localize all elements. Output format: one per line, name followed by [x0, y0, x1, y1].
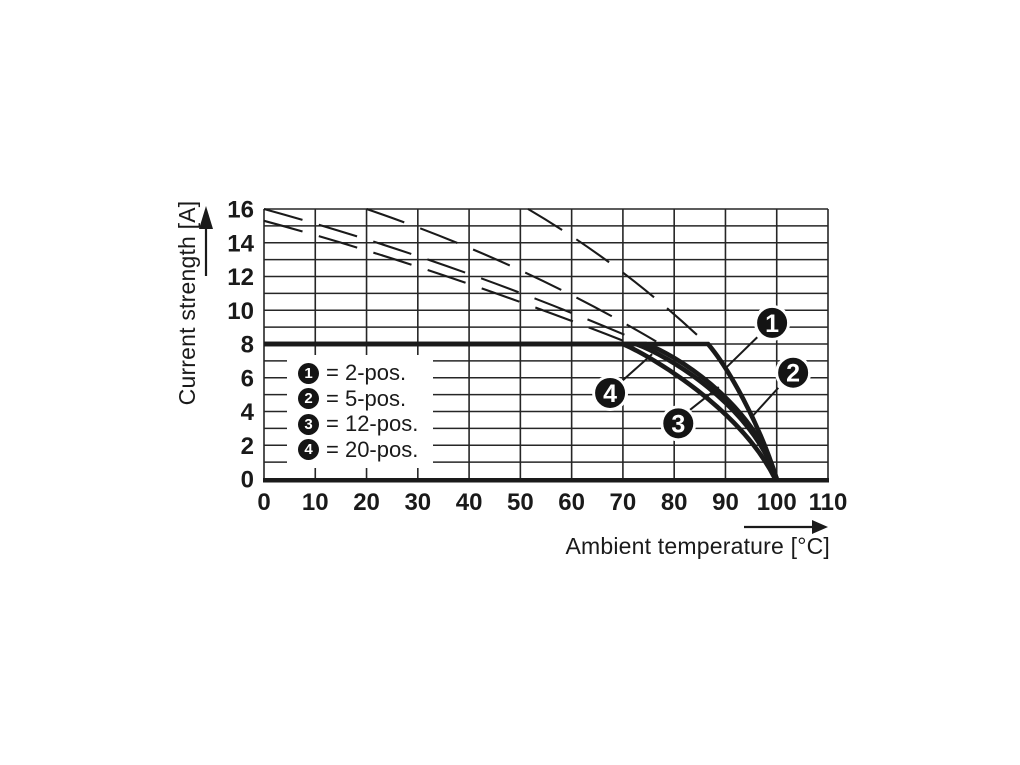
- y-tick-label: 6: [241, 365, 254, 392]
- legend-item-label: = 12-pos.: [326, 411, 419, 437]
- y-tick-label: 4: [241, 399, 255, 426]
- y-tick-label: 10: [227, 298, 254, 325]
- x-tick-label: 20: [353, 489, 380, 516]
- y-tick-label: 8: [241, 332, 254, 359]
- up-arrow-head-icon: [199, 206, 213, 229]
- callout-circle-2: [775, 354, 812, 391]
- x-axis-title: Ambient temperature [°C]: [565, 533, 830, 559]
- legend-item-label: = 5-pos.: [326, 385, 407, 411]
- series-curve-20-pos.: [264, 341, 778, 481]
- legend-item: 2 = 5-pos.: [298, 385, 433, 411]
- dashed-guide-5-pos.: [366, 208, 657, 343]
- legend-item-label: = 20-pos.: [326, 436, 419, 462]
- callout-label-2: 2: [786, 360, 800, 388]
- callout-circle-4: [592, 374, 629, 411]
- callout-circle-3: [660, 405, 697, 442]
- y-tick-label: 16: [227, 197, 254, 224]
- callout-label-1: 1: [765, 310, 779, 338]
- legend-item: 4 = 20-pos.: [298, 436, 433, 462]
- callout-leader-2: [749, 387, 780, 419]
- x-tick-label: 100: [757, 489, 797, 516]
- dashed-guide-12-pos.: [263, 207, 639, 342]
- dashed-guide-2-pos.: [527, 208, 706, 344]
- y-tick-label: 2: [241, 433, 254, 460]
- y-axis-title: Current strength [A]: [174, 200, 200, 406]
- x-tick-label: 80: [661, 489, 688, 516]
- right-arrow-head-icon: [812, 520, 828, 534]
- x-tick-label: 60: [558, 489, 585, 516]
- legend-marker-circle-3: 3: [298, 413, 319, 435]
- callout-label-3: 3: [671, 410, 685, 438]
- callout-label-4: 4: [603, 380, 617, 408]
- callout-circle-1: [754, 304, 791, 341]
- x-tick-label: 90: [712, 489, 739, 516]
- legend-marker-circle-2: 2: [298, 388, 319, 410]
- dashed-guide-20-pos.: [263, 219, 624, 342]
- y-tick-label: 12: [227, 264, 254, 291]
- x-tick-label: 0: [257, 489, 270, 516]
- y-tick-label: 14: [227, 230, 254, 257]
- legend-item-label: = 2-pos.: [326, 360, 407, 386]
- callout-leader-4: [621, 353, 653, 382]
- legend-marker-circle-1: 1: [298, 362, 319, 384]
- x-tick-label: 40: [456, 489, 483, 516]
- legend: 1 = 2-pos. 2 = 5-pos. 3 = 12-pos. 4 = 20…: [287, 355, 433, 468]
- y-tick-label: 0: [241, 467, 254, 494]
- series-curve-12-pos.: [264, 341, 779, 480]
- x-tick-label: 10: [302, 489, 329, 516]
- x-tick-label: 50: [507, 489, 534, 516]
- x-tick-label: 30: [404, 489, 431, 516]
- x-tick-label: 110: [809, 489, 848, 516]
- legend-marker-circle-4: 4: [298, 439, 319, 461]
- legend-item: 1 = 2-pos.: [298, 362, 433, 384]
- legend-item: 3 = 12-pos.: [298, 413, 433, 435]
- callout-leader-1: [726, 336, 758, 368]
- callout-leader-3: [689, 386, 720, 411]
- x-tick-label: 70: [610, 489, 637, 516]
